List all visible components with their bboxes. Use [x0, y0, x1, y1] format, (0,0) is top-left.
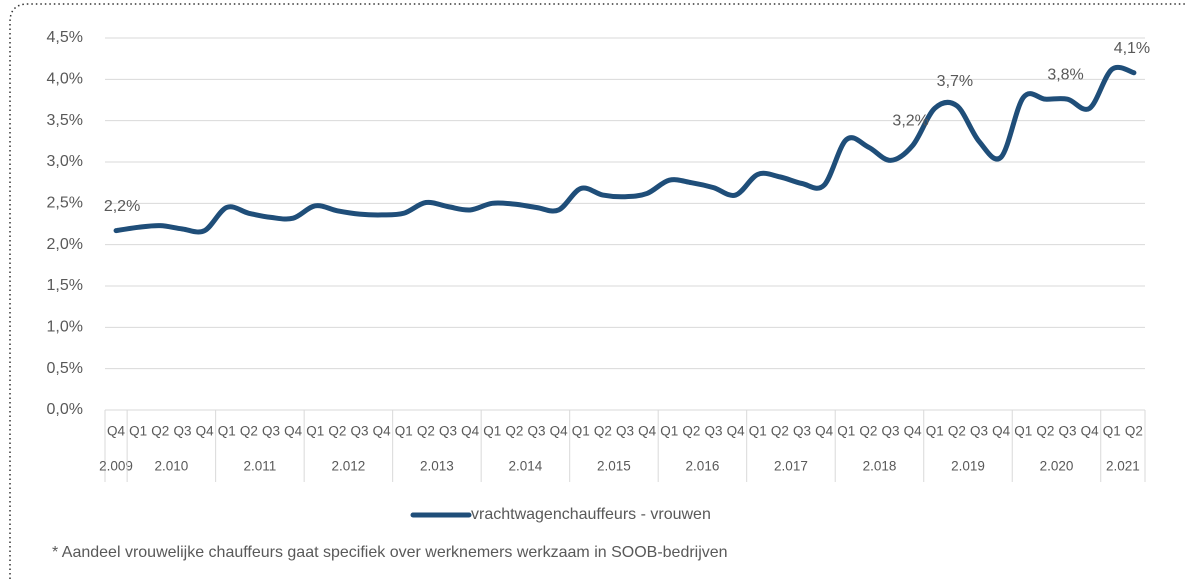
x-tick-label: Q3 [970, 424, 988, 439]
border [9, 3, 1187, 579]
y-tick-label: 4,0% [47, 71, 83, 88]
x-tick-label: Q2 [771, 424, 789, 439]
line [113, 64, 1137, 235]
x-tick-label: Q4 [284, 424, 303, 439]
x-tick-label: Q3 [1059, 424, 1077, 439]
x-tick-label: Q1 [1014, 424, 1032, 439]
data-label: 3,7% [937, 73, 973, 90]
data-label: 2,2% [104, 198, 140, 215]
x-tick-label: Q4 [1081, 424, 1100, 439]
x-tick-label: Q1 [483, 424, 501, 439]
x-tick-label: Q1 [749, 424, 767, 439]
x-tick-label: Q2 [682, 424, 700, 439]
x-group-label: 2.017 [774, 459, 808, 474]
x-tick-label: Q3 [793, 424, 811, 439]
x-tick-label: Q4 [904, 424, 923, 439]
x-tick-label: Q1 [1103, 424, 1121, 439]
y-tick-label: 1,0% [47, 319, 83, 336]
x-tick-label: Q4 [815, 424, 834, 439]
x-group-label: 2.012 [332, 459, 366, 474]
x-tick-label: Q2 [151, 424, 169, 439]
x-tick-label: Q4 [638, 424, 657, 439]
x-tick-label: Q4 [461, 424, 480, 439]
x-tick-label: Q3 [882, 424, 900, 439]
x-tick-label: Q2 [240, 424, 258, 439]
y-tick-label: 0,0% [47, 401, 83, 418]
x-group-label: 2.009 [99, 459, 133, 474]
x-tick-label: Q3 [262, 424, 280, 439]
x-tick-label: Q1 [218, 424, 236, 439]
y-tick-label: 0,5% [47, 360, 83, 377]
x-group-label: 2.021 [1106, 459, 1140, 474]
x-group-label: 2.016 [686, 459, 720, 474]
x-tick-label: Q2 [417, 424, 435, 439]
data-label: 4,1% [1114, 40, 1150, 57]
x-tick-label: Q4 [196, 424, 215, 439]
x-tick-label: Q2 [328, 424, 346, 439]
x-tick-label: Q3 [527, 424, 545, 439]
y-tick-label: 1,5% [47, 277, 83, 294]
y-tick-label: 3,0% [47, 153, 83, 170]
y-tick-label: 2,0% [47, 236, 83, 253]
x-tick-label: Q4 [992, 424, 1011, 439]
x-group-label: 2.020 [1040, 459, 1074, 474]
data-label: 3,8% [1047, 66, 1083, 83]
x-tick-label: Q2 [948, 424, 966, 439]
x-tick-label: Q3 [173, 424, 191, 439]
x-tick-label: Q3 [439, 424, 457, 439]
x-tick-label: Q2 [505, 424, 523, 439]
x-tick-label: Q3 [616, 424, 634, 439]
legend-label: vrachtwagenchauffeurs - vrouwen [471, 506, 711, 523]
x-tick-label: Q2 [859, 424, 877, 439]
y-tick-label: 2,5% [47, 195, 83, 212]
x-tick-label: Q1 [660, 424, 678, 439]
y-tick-label: 3,5% [47, 112, 83, 129]
x-tick-label: Q1 [395, 424, 413, 439]
x-group-label: 2.015 [597, 459, 631, 474]
x-tick-label: Q1 [837, 424, 855, 439]
x-tick-label: Q2 [1125, 424, 1143, 439]
x-group-label: 2.013 [420, 459, 454, 474]
x-tick-label: Q4 [373, 424, 392, 439]
x-tick-label: Q3 [705, 424, 723, 439]
x-tick-label: Q1 [926, 424, 944, 439]
x-group-label: 2.010 [154, 459, 188, 474]
x-tick-label: Q1 [572, 424, 590, 439]
x-group-label: 2.014 [509, 459, 543, 474]
x-tick-label: Q2 [594, 424, 612, 439]
x-tick-label: Q2 [1036, 424, 1054, 439]
footnote: * Aandeel vrouwelijke chauffeurs gaat sp… [52, 544, 728, 561]
x-tick-label: Q1 [306, 424, 324, 439]
x-tick-label: Q4 [107, 424, 126, 439]
data-label: 3,2% [892, 113, 928, 130]
x-tick-label: Q4 [727, 424, 746, 439]
x-tick-label: Q3 [350, 424, 368, 439]
x-tick-label: Q4 [550, 424, 569, 439]
y-tick-label: 4,5% [47, 29, 83, 46]
x-group-label: 2.018 [863, 459, 897, 474]
x-group-label: 2.019 [951, 459, 985, 474]
x-group-label: 2.011 [244, 459, 277, 474]
x-tick-label: Q1 [129, 424, 147, 439]
